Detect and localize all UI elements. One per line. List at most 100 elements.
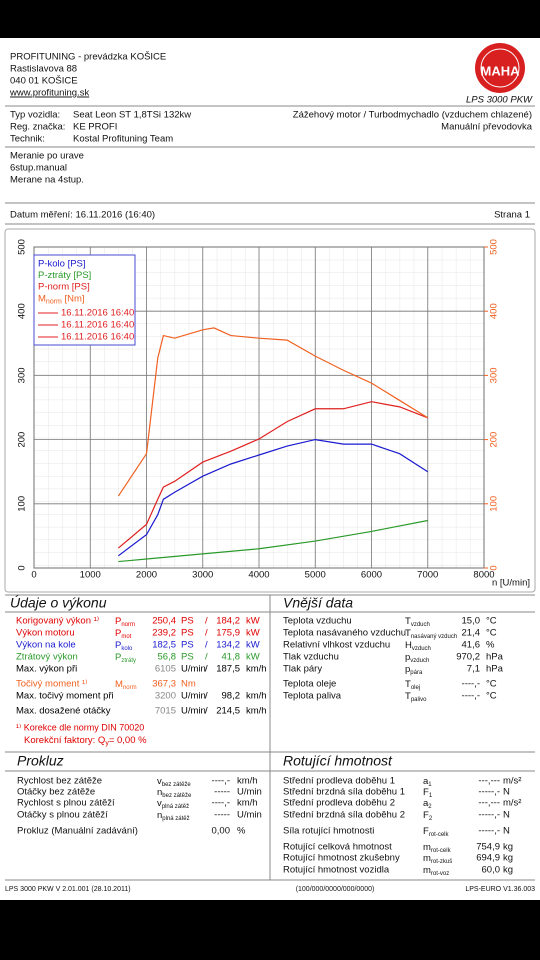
legend-run: 16.11.2016 16:40: [61, 320, 134, 331]
cell: kg: [503, 842, 513, 853]
vehicle-value: Kostal Profituning Team: [73, 134, 173, 145]
series-line: [117, 401, 428, 549]
cell: Otáčky bez zátěže: [17, 787, 95, 798]
cell: -----,-: [478, 826, 500, 837]
cell: U/min: [181, 706, 206, 717]
cell: -----: [214, 810, 230, 821]
cell: Nm: [181, 679, 196, 690]
cell-symbol: Tolej: [405, 679, 420, 691]
cell: Rychlost bez zátěže: [17, 776, 102, 787]
symbol: v: [157, 798, 162, 809]
symbol: F: [423, 787, 429, 798]
footer-left: LPS 3000 PKW V 2.01.001 (28.10.2011): [5, 886, 131, 893]
symbol-sub: rot-voz: [431, 871, 449, 877]
legend-label: Mnorm [Nm]: [38, 293, 85, 305]
symbol: T: [405, 628, 411, 639]
symbol: P: [115, 616, 121, 627]
series-line: [117, 327, 429, 497]
cell-symbol: nbez zátěže: [157, 787, 192, 799]
cell: 7,1: [467, 664, 480, 675]
symbol-sub: 2: [429, 816, 433, 822]
symbol-sub: mot: [121, 634, 131, 640]
legend-label: P-norm [PS]: [38, 282, 90, 293]
cell: Teplota paliva: [283, 691, 342, 702]
cell-symbol: Hvzduch: [405, 640, 431, 652]
cell-symbol: vbez zátěže: [157, 776, 191, 788]
cell: Rotující hmotnost vozidla: [283, 865, 390, 876]
cell: 60,0: [482, 865, 501, 876]
symbol: n: [157, 787, 162, 798]
cell-symbol: a1: [423, 776, 432, 788]
cell: PS: [181, 628, 194, 639]
x-tick-label: 6000: [361, 570, 382, 581]
cell: Točivý moment ¹⁾: [16, 679, 88, 690]
factor-sub: y: [105, 740, 109, 747]
engine: Zážehový motor / Turbodmychadlo (vzduche…: [293, 110, 532, 121]
company: PROFITUNING - prevádzka KOŠICE: [10, 52, 166, 63]
cell: 184,2: [216, 616, 240, 627]
cell: ---,---: [478, 798, 500, 809]
symbol-sub: vzduch: [411, 622, 430, 628]
cell: m/s²: [503, 776, 521, 787]
gearbox: Manuální převodovka: [441, 122, 533, 133]
cell: km/h: [237, 798, 258, 809]
cell-symbol: ppára: [405, 664, 423, 676]
symbol-sub: pára: [410, 670, 423, 676]
cell: ----,-: [212, 776, 230, 787]
cell: 7015: [155, 706, 176, 717]
city: 040 01 KOŠICE: [10, 76, 78, 87]
cell-symbol: Mnorm: [115, 679, 137, 691]
y2-tick-label: 400: [489, 303, 500, 319]
series-line: [118, 519, 428, 563]
page-number: Strana 1: [494, 210, 530, 221]
cell: °C: [486, 616, 497, 627]
cell: 15,0: [462, 616, 481, 627]
date: Datum měření: 16.11.2016 (16:40): [10, 210, 155, 221]
legend-main: M: [38, 293, 46, 304]
legend-label: P-ztráty [PS]: [38, 270, 91, 281]
cell: kW: [246, 652, 260, 663]
x-tick-label: 5000: [305, 570, 326, 581]
section-title: Prokluz: [17, 753, 64, 769]
symbol: p: [405, 664, 410, 675]
symbol: m: [423, 853, 431, 864]
cell: Střední prodleva doběhu 1: [283, 776, 395, 787]
y2-tick-label: 0: [489, 565, 500, 570]
cell: kW: [246, 616, 260, 627]
y2-tick-label: 300: [489, 367, 500, 383]
series-line: [118, 438, 429, 557]
cell: 6105: [155, 664, 176, 675]
cell: 41,6: [462, 640, 481, 651]
cell: Teplota vzduchu: [283, 616, 352, 627]
factor-value: = 0,00 %: [109, 735, 147, 746]
cell: Relativní vlhkost vzduchu: [283, 640, 390, 651]
cell: °C: [486, 679, 497, 690]
cell: /: [205, 616, 208, 627]
symbol: a: [423, 776, 429, 787]
section-title: Rotující hmotnost: [283, 753, 393, 769]
cell-symbol: mrot-voz: [423, 865, 449, 877]
x-tick-label: 1000: [80, 570, 101, 581]
x-tick-label: 4000: [248, 570, 269, 581]
footer-right: LPS-EURO V1.36.003: [465, 886, 535, 893]
cell: ----,-: [212, 798, 230, 809]
cell: -----: [214, 787, 230, 798]
legend-rest: [Nm]: [62, 293, 85, 304]
cell: kW: [246, 628, 260, 639]
vehicle-label: Technik:: [10, 134, 45, 145]
y2-tick-label: 500: [489, 239, 500, 255]
symbol: m: [423, 842, 431, 853]
symbol-sub: vzduch: [410, 658, 429, 664]
symbol: T: [405, 679, 411, 690]
cell: 98,2: [222, 691, 241, 702]
y-tick-label: 0: [17, 565, 28, 570]
cell: Ztrátový výkon: [16, 652, 78, 663]
cell: 182,5: [152, 640, 176, 651]
logo-text: MAHA: [481, 63, 521, 78]
factor-label: Korekční faktory: Q: [24, 735, 105, 746]
symbol-sub: bez zátěže: [162, 782, 192, 788]
cell: Tlak vzduchu: [283, 652, 339, 663]
cell-symbol: Pkolo: [115, 640, 133, 652]
cell: %: [237, 826, 246, 837]
